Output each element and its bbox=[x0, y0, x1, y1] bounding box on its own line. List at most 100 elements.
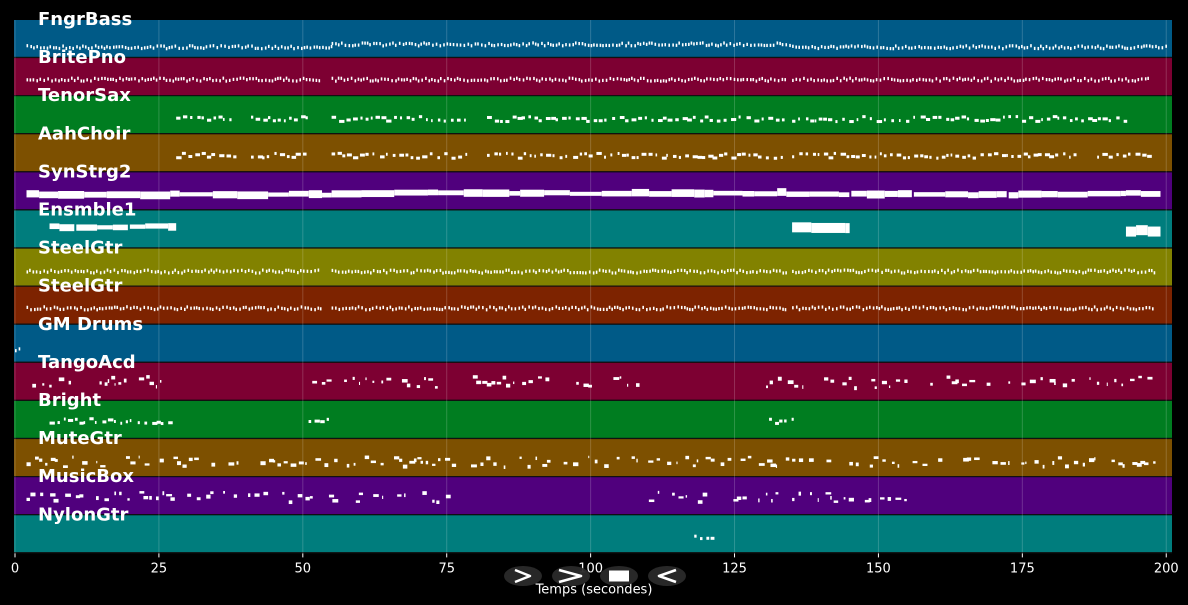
note bbox=[107, 418, 114, 422]
note bbox=[1062, 383, 1068, 388]
note bbox=[1054, 381, 1056, 386]
note bbox=[874, 155, 877, 159]
note bbox=[353, 462, 356, 466]
note bbox=[222, 117, 225, 121]
note bbox=[694, 189, 705, 198]
note bbox=[803, 76, 805, 81]
note bbox=[155, 78, 158, 82]
note bbox=[1142, 153, 1147, 157]
note bbox=[1044, 270, 1046, 274]
note bbox=[814, 306, 816, 311]
note bbox=[1107, 76, 1110, 81]
track-label: AahChoir bbox=[38, 123, 130, 144]
note bbox=[588, 384, 592, 388]
note bbox=[625, 78, 628, 82]
note bbox=[211, 462, 216, 467]
note bbox=[895, 379, 901, 382]
note bbox=[927, 46, 930, 50]
play-button[interactable] bbox=[504, 566, 542, 586]
note bbox=[875, 78, 878, 82]
note bbox=[506, 151, 508, 155]
note bbox=[687, 118, 692, 122]
note bbox=[696, 41, 698, 46]
note bbox=[174, 77, 177, 81]
note bbox=[53, 305, 56, 309]
note bbox=[1091, 45, 1093, 49]
note bbox=[938, 115, 942, 119]
note bbox=[528, 42, 531, 46]
note bbox=[1057, 77, 1060, 81]
note bbox=[49, 384, 52, 388]
note bbox=[852, 268, 855, 272]
note bbox=[124, 269, 126, 273]
rewind-button[interactable] bbox=[648, 566, 686, 586]
note bbox=[111, 306, 113, 310]
note bbox=[122, 78, 124, 82]
note bbox=[574, 41, 577, 45]
stop-button[interactable] bbox=[600, 566, 638, 586]
note bbox=[428, 42, 430, 46]
note bbox=[265, 78, 267, 82]
note bbox=[1021, 462, 1025, 465]
note bbox=[781, 77, 784, 82]
note bbox=[709, 118, 713, 122]
note bbox=[457, 269, 459, 273]
note bbox=[1029, 306, 1031, 310]
note bbox=[417, 44, 420, 48]
note bbox=[701, 306, 703, 311]
note bbox=[231, 44, 234, 49]
note bbox=[123, 378, 127, 383]
note bbox=[1052, 115, 1058, 119]
note bbox=[638, 116, 643, 120]
note bbox=[422, 155, 428, 159]
note bbox=[434, 78, 436, 83]
note bbox=[802, 45, 804, 49]
note bbox=[1099, 46, 1102, 50]
note bbox=[550, 43, 552, 47]
note bbox=[1067, 45, 1069, 50]
note bbox=[302, 269, 305, 273]
note bbox=[30, 492, 36, 497]
note bbox=[1078, 269, 1081, 274]
note bbox=[946, 153, 949, 157]
note bbox=[541, 41, 543, 46]
note bbox=[896, 153, 902, 157]
note bbox=[1046, 117, 1051, 121]
note bbox=[965, 308, 967, 312]
note bbox=[480, 43, 483, 47]
note bbox=[649, 307, 651, 311]
note bbox=[565, 43, 567, 47]
fast-forward-button[interactable] bbox=[552, 566, 590, 586]
note bbox=[845, 223, 850, 234]
note bbox=[54, 78, 57, 82]
note bbox=[302, 76, 305, 81]
note bbox=[429, 307, 432, 311]
note bbox=[789, 43, 791, 48]
note bbox=[156, 307, 159, 311]
note bbox=[122, 306, 125, 311]
note bbox=[637, 79, 639, 83]
note bbox=[912, 460, 918, 464]
note bbox=[226, 154, 232, 158]
note bbox=[432, 499, 435, 503]
note bbox=[186, 46, 188, 50]
note bbox=[765, 156, 769, 160]
note bbox=[497, 43, 499, 47]
note bbox=[929, 46, 932, 50]
note bbox=[150, 77, 152, 81]
note bbox=[576, 270, 579, 275]
note bbox=[708, 43, 710, 47]
note bbox=[678, 155, 681, 159]
note bbox=[55, 46, 58, 50]
note bbox=[90, 79, 92, 83]
note bbox=[247, 268, 250, 273]
note bbox=[120, 421, 123, 425]
note bbox=[630, 44, 633, 48]
note bbox=[405, 153, 409, 157]
note bbox=[516, 76, 518, 80]
note bbox=[621, 41, 623, 45]
note bbox=[821, 269, 824, 273]
note bbox=[1073, 45, 1076, 50]
note bbox=[537, 43, 539, 47]
